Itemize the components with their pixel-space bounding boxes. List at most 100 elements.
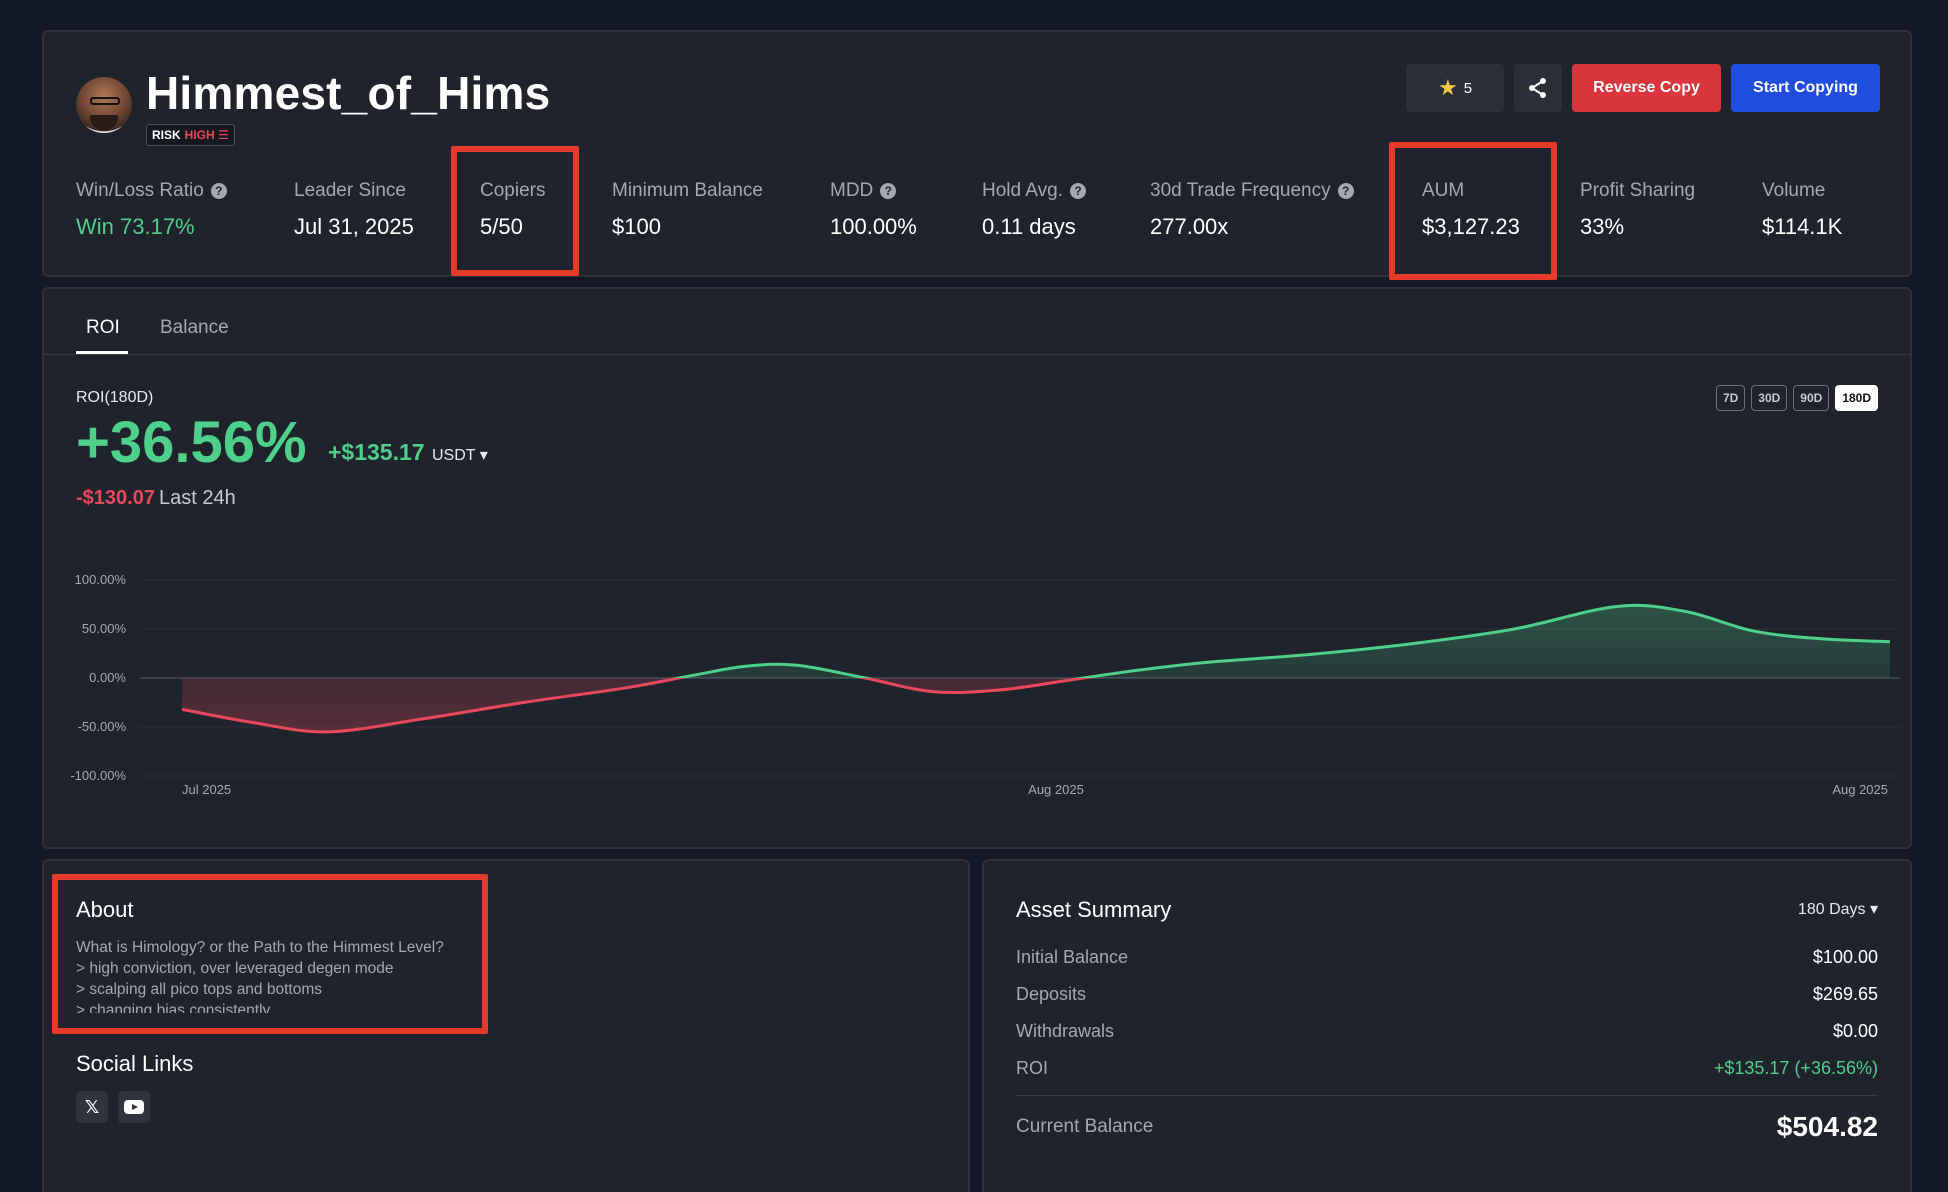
stat-label: Profit Sharing — [1580, 180, 1696, 201]
stat-value: 5/50 — [480, 214, 523, 239]
y-tick-label: 50.00% — [82, 621, 127, 636]
active-tab-indicator — [76, 351, 128, 354]
about-panel: About What is Himology? or the Path to t… — [42, 859, 970, 1192]
current-balance-value: $504.82 — [1776, 1111, 1878, 1142]
roi-24h-change: -$130.07 Last 24h — [76, 487, 236, 510]
risk-badge: RISK HIGH ☰ — [146, 124, 235, 146]
change-24h-label: Last 24h — [158, 487, 236, 509]
stat-label: 30d Trade Frequency — [1150, 180, 1331, 201]
stat-trade-frequency: 30d Trade Frequency? 277.00x — [1150, 180, 1354, 240]
tab-roi[interactable]: ROI — [86, 317, 120, 338]
trader-username: Himmest_of_Hims — [146, 67, 551, 119]
roi-chart[interactable]: 100.00% 50.00% 0.00% -50.00% -100.00% Jul 20… — [44, 529, 1910, 829]
asset-label: Withdrawals — [1016, 1021, 1115, 1041]
youtube-icon[interactable] — [118, 1091, 150, 1123]
help-icon[interactable]: ? — [1069, 183, 1086, 199]
roi-period-label: ROI(180D) — [76, 389, 154, 406]
asset-label: ROI — [1016, 1058, 1049, 1078]
x-tick-label: Jul 2025 — [182, 782, 231, 797]
x-icon[interactable]: 𝕏 — [76, 1091, 108, 1123]
stat-label: Hold Avg. — [982, 180, 1063, 201]
asset-value: $269.65 — [1812, 984, 1878, 1004]
asset-value: +$135.17 (+36.56%) — [1713, 1058, 1878, 1078]
asset-summary-panel: Asset Summary 180 Days ▾ Initial Balance… — [982, 859, 1912, 1192]
currency-dropdown[interactable]: USDT ▾ — [432, 447, 488, 464]
tab-balance[interactable]: Balance — [160, 317, 229, 338]
reverse-copy-button[interactable]: Reverse Copy — [1572, 64, 1721, 112]
favorite-count: 5 — [1463, 79, 1473, 97]
asset-row-withdrawals: Withdrawals $0.00 — [1016, 1021, 1878, 1042]
stat-value: 33% — [1580, 214, 1625, 239]
y-tick-label: 0.00% — [89, 670, 126, 685]
asset-row-deposits: Deposits $269.65 — [1016, 984, 1878, 1005]
roi-line-negative — [181, 678, 1094, 734]
range-180d-button[interactable]: 180D — [1835, 385, 1878, 411]
help-icon[interactable]: ? — [210, 183, 227, 199]
divider — [1016, 1095, 1878, 1096]
risk-level: HIGH ☰ — [184, 128, 229, 142]
stat-label: MDD — [830, 180, 874, 201]
stat-value: Win 73.17% — [76, 214, 195, 239]
stat-aum: AUM $3,127.23 — [1422, 180, 1520, 240]
about-line: What is Himology? or the Path to the Him… — [76, 939, 444, 956]
range-30d-button[interactable]: 30D — [1751, 385, 1788, 411]
roi-area-positive — [182, 605, 1890, 678]
share-icon — [1529, 78, 1546, 98]
stat-win-loss: Win/Loss Ratio? Win 73.17% — [76, 180, 227, 240]
about-line: > high conviction, over leveraged degen … — [76, 960, 394, 977]
stat-label: Leader Since — [294, 180, 406, 201]
stat-hold-avg: Hold Avg.? 0.11 days — [982, 180, 1086, 240]
stat-profit-sharing: Profit Sharing 33% — [1580, 180, 1695, 240]
risk-label: RISK — [152, 128, 181, 142]
start-copying-button[interactable]: Start Copying — [1731, 64, 1880, 112]
asset-value: $100.00 — [1812, 947, 1878, 967]
about-title: About — [76, 897, 134, 922]
help-icon[interactable]: ? — [1337, 183, 1354, 199]
asset-row-initial-balance: Initial Balance $100.00 — [1016, 947, 1878, 968]
stat-label: AUM — [1422, 180, 1465, 201]
roi-pnl: +$135.17 — [328, 439, 425, 465]
range-selector: 7D 30D 90D 180D — [1715, 385, 1878, 411]
stat-volume: Volume $114.1K — [1762, 180, 1842, 240]
stat-value: Jul 31, 2025 — [294, 214, 414, 239]
stat-mdd: MDD? 100.00% — [830, 180, 917, 240]
help-icon[interactable]: ? — [880, 183, 897, 199]
stat-value: $100 — [612, 214, 661, 239]
about-line: > changing bias consistently — [76, 1002, 271, 1013]
stat-value: 0.11 days — [982, 214, 1076, 239]
change-24h-value: -$130.07 — [76, 487, 155, 509]
stat-label: Win/Loss Ratio — [76, 180, 204, 201]
asset-range-dropdown[interactable]: 180 Days ▾ — [1797, 901, 1878, 918]
stat-label: Copiers — [480, 180, 546, 201]
avatar[interactable] — [76, 77, 132, 133]
favorite-button[interactable]: ★ 5 — [1406, 64, 1504, 112]
asset-label: Deposits — [1016, 984, 1087, 1004]
range-7d-button[interactable]: 7D — [1715, 385, 1746, 411]
about-line: > scalping all pico tops and bottoms — [76, 981, 322, 998]
stat-value: 277.00x — [1150, 214, 1229, 239]
asset-row-current-balance: Current Balance $504.82 — [1016, 1111, 1878, 1143]
roi-chart-panel: ROI Balance ROI(180D) 7D 30D 90D 180D +3… — [42, 287, 1912, 849]
about-description: What is Himology? or the Path to the Him… — [76, 937, 476, 1013]
asset-value: $0.00 — [1832, 1021, 1878, 1041]
share-button[interactable] — [1514, 64, 1562, 112]
roi-area-negative — [182, 678, 1890, 732]
asset-summary-title: Asset Summary — [1016, 897, 1172, 922]
stat-minimum-balance: Minimum Balance $100 — [612, 180, 763, 240]
stat-value: 100.00% — [830, 214, 917, 239]
roi-percent: +36.56% — [76, 410, 307, 475]
stat-label: Minimum Balance — [612, 180, 763, 201]
stat-leader-since: Leader Since Jul 31, 2025 — [294, 180, 414, 240]
stat-label: Volume — [1762, 180, 1826, 201]
range-90d-button[interactable]: 90D — [1793, 385, 1830, 411]
stat-value: $3,127.23 — [1422, 214, 1520, 239]
roi-line-positive — [671, 603, 1891, 678]
x-tick-label: Aug 2025 — [1832, 782, 1888, 797]
stat-copiers: Copiers 5/50 — [480, 180, 545, 240]
trader-header-panel: Himmest_of_Hims RISK HIGH ☰ ★ 5 Reverse C… — [42, 30, 1912, 277]
star-icon: ★ — [1437, 75, 1458, 100]
y-tick-label: -100.00% — [70, 768, 126, 783]
x-tick-label: Aug 2025 — [1028, 782, 1084, 797]
y-tick-label: -50.00% — [78, 719, 127, 734]
asset-label: Initial Balance — [1016, 947, 1129, 967]
